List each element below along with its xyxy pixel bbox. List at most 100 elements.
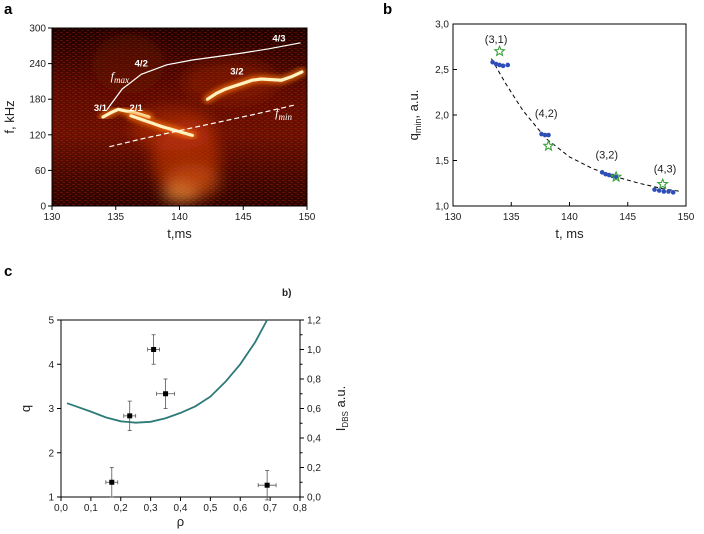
y-left-axis-label: q <box>18 405 33 412</box>
dbs-intensity-point <box>163 391 169 397</box>
qmin-point <box>661 189 667 194</box>
x-tick-label: 0,8 <box>293 503 307 514</box>
y-right-tick-label: 0,2 <box>307 463 321 474</box>
y-tick-label: 300 <box>29 24 46 35</box>
x-tick-label: 150 <box>299 212 316 223</box>
qmin-point <box>546 132 551 138</box>
y-axis-label: qmin, a.u. <box>406 90 423 141</box>
rational-q-star <box>609 170 623 183</box>
rational-q-star <box>542 139 555 152</box>
y-axis-label-rest: , a.u. <box>406 90 421 119</box>
y-tick-label: 1,0 <box>435 202 449 213</box>
x-axis-label: ρ <box>177 514 184 529</box>
panel-b-letter: b <box>383 1 392 18</box>
y-left-tick-label: 3 <box>48 404 54 415</box>
qmin-point <box>666 189 671 194</box>
x-tick-label: 130 <box>44 212 61 223</box>
emission-region <box>161 184 198 205</box>
x-tick-label: 0,1 <box>84 503 98 514</box>
mode-trace <box>101 107 151 119</box>
dbs-intensity-point <box>109 479 115 485</box>
y-left-tick-label: 1 <box>48 493 54 504</box>
qmin-point <box>613 174 619 180</box>
x-tick-label: 0,5 <box>203 503 217 514</box>
mode-label: 4/3 <box>272 34 285 45</box>
x-tick-label: 0,0 <box>54 503 68 514</box>
emission-region <box>92 33 165 94</box>
fmax-curve <box>106 42 301 111</box>
y-tick-label: 120 <box>29 130 46 141</box>
dbs-intensity-point <box>151 347 157 352</box>
y-tick-label: 0 <box>40 202 46 213</box>
mode-number-label: (4,3) <box>654 163 677 175</box>
qmin-point <box>500 63 506 69</box>
x-tick-label: 130 <box>445 212 462 223</box>
y-tick-label: 2,5 <box>435 65 449 76</box>
x-tick-label: 0,7 <box>263 503 277 514</box>
y-tick-label: 3,0 <box>435 20 449 31</box>
plot-frame <box>60 319 301 498</box>
y-right-tick-label: 0,6 <box>307 404 321 415</box>
fmax-sub: max <box>114 75 129 85</box>
fmin-curve <box>109 104 295 148</box>
y-right-axis-label-rest: a.u. <box>333 386 348 411</box>
rational-q-star <box>493 44 506 57</box>
plot-frame <box>452 23 687 207</box>
x-tick-label: 0,2 <box>114 503 128 514</box>
emission-region <box>182 59 279 104</box>
x-axis-label: t, ms <box>555 226 584 241</box>
y-tick-label: 60 <box>35 166 47 177</box>
x-tick-label: 135 <box>503 212 520 223</box>
rational-q-star <box>656 177 669 190</box>
qmin-point <box>603 171 608 177</box>
mode-label: 4/2 <box>135 59 148 70</box>
qmin-panel: 130 135 140 145 150 1,0 1,5 2,0 2,5 3,0 t, ms qmin,… <box>406 20 695 242</box>
mode-number-label: (3,1) <box>485 34 508 46</box>
y-tick-label: 240 <box>29 59 46 70</box>
qmin-point <box>599 170 605 175</box>
qmin-point <box>652 187 657 192</box>
y-right-tick-label: 0,4 <box>307 434 321 445</box>
qmin-point <box>539 131 544 137</box>
y-tick-label: 180 <box>29 95 46 106</box>
y-left-tick-label: 5 <box>48 316 54 327</box>
y-axis-label: f, kHz <box>2 100 17 133</box>
y-tick-label: 2,0 <box>435 111 449 122</box>
qmin-point <box>497 62 502 68</box>
inset-label: b) <box>282 288 291 299</box>
mode-trace <box>205 70 304 101</box>
y-axis-label-sub: min <box>413 119 423 134</box>
qmin-point <box>656 188 662 193</box>
q-profile-panel: b) 0,0 0,1 0,2 0,3 0,4 0,5 0,6 0,7 0,8123450,00,… <box>18 288 350 529</box>
y-left-tick-label: 4 <box>48 360 54 371</box>
x-tick-label: 0,4 <box>174 503 188 514</box>
x-tick-label: 135 <box>107 212 124 223</box>
x-tick-label: 0,3 <box>144 503 158 514</box>
qmin-point <box>606 172 612 178</box>
panel-c-letter: c <box>4 263 12 280</box>
x-tick-label: 150 <box>678 212 695 223</box>
dbs-intensity-point <box>127 413 133 419</box>
x-tick-label: 145 <box>619 212 636 223</box>
x-tick-label: 145 <box>235 212 252 223</box>
y-tick-label: 1,5 <box>435 156 449 167</box>
y-right-tick-label: 0,8 <box>307 375 321 386</box>
qmin-point <box>505 62 511 68</box>
y-right-axis-label-sub: DBS <box>341 411 350 427</box>
fmin-sub: min <box>278 112 292 122</box>
y-right-tick-label: 0,0 <box>307 493 321 504</box>
mode-label: 2/1 <box>130 103 144 114</box>
mode-label: 3/1 <box>94 103 108 114</box>
dbs-intensity-point <box>264 482 270 488</box>
qmin-point <box>670 190 676 195</box>
x-tick-label: 0,6 <box>233 503 247 514</box>
y-left-tick-label: 2 <box>48 448 54 459</box>
mode-label: 3/2 <box>230 66 243 77</box>
x-axis-label: t,ms <box>167 226 192 241</box>
fit-curve <box>490 58 681 192</box>
mode-trace <box>129 114 194 137</box>
qmin-point <box>493 61 499 67</box>
